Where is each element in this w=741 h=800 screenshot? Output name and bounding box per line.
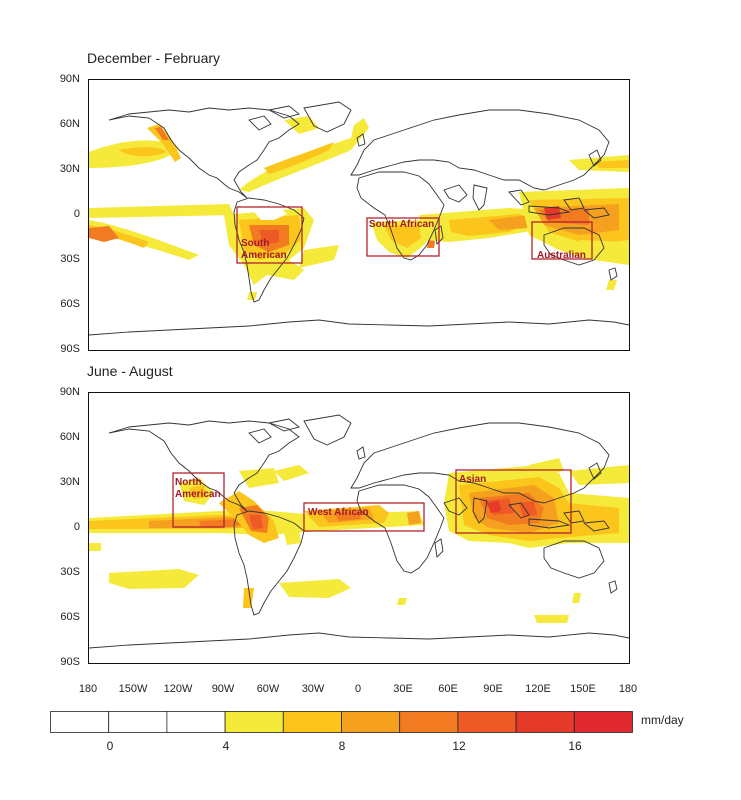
map-djf-svg: South American South African Australian: [89, 101, 629, 336]
region-box-south-african: [366, 217, 440, 257]
lat-label: 0: [73, 208, 80, 220]
lon-label: 60E: [438, 683, 458, 695]
colorbar-cell: [282, 711, 342, 733]
map-jja-svg: North American West African Asian: [89, 414, 629, 649]
colorbar-tick-label: 8: [338, 739, 346, 753]
lat-label: 90S: [60, 343, 80, 355]
region-label-south-american-2: American: [241, 250, 287, 261]
region-label-west-african: West African: [308, 507, 369, 518]
coastlines-jja: [89, 414, 629, 649]
region-label-australian: Australian: [537, 250, 586, 261]
colorbar-cell: [166, 711, 226, 733]
lon-label: 0: [354, 683, 362, 695]
lat-label: 90N: [59, 73, 80, 85]
lat-label: 30N: [59, 476, 80, 488]
region-box-south-american: [236, 206, 303, 264]
region-boxes-djf: [236, 206, 593, 264]
lat-label: 30S: [60, 566, 80, 578]
lon-label: 180: [78, 683, 98, 695]
map-djf: South American South African Australian: [88, 79, 630, 351]
lon-label: 60W: [256, 683, 280, 695]
colorbar-cell: [399, 711, 459, 733]
lat-label: 90S: [60, 656, 80, 668]
lon-label: 30W: [301, 683, 325, 695]
lat-label: 90N: [59, 386, 80, 398]
lat-label: 0: [73, 521, 80, 533]
lat-label: 60N: [59, 118, 80, 130]
colorbar-cell: [457, 711, 517, 733]
colorbar-tick-label: 0: [106, 739, 114, 753]
lat-label: 30N: [59, 163, 80, 175]
lat-label: 60S: [60, 611, 80, 623]
colorbar-cell: [224, 711, 284, 733]
lon-label: 90W: [211, 683, 235, 695]
region-box-asian: [455, 469, 572, 534]
region-box-australian: [531, 221, 593, 260]
region-label-asian: Asian: [459, 474, 486, 485]
colorbar-tick-label: 12: [452, 739, 466, 753]
region-label-north-american-2: American: [175, 489, 221, 500]
region-box-west-african: [303, 502, 425, 532]
lat-label: 60N: [59, 431, 80, 443]
colorbar: [50, 711, 633, 733]
region-boxes-jja: [172, 469, 572, 534]
region-label-south-african: South African: [369, 219, 434, 230]
lon-label: 150W: [118, 683, 148, 695]
region-label-north-american: North: [175, 477, 202, 488]
panel-title-jja: June - August: [87, 363, 173, 379]
colorbar-unit: mm/day: [641, 713, 684, 727]
colorbar-cell: [50, 711, 110, 733]
lat-label: 30S: [60, 253, 80, 265]
lon-label: 120E: [525, 683, 551, 695]
region-box-north-american: [172, 472, 225, 528]
colorbar-tick-label: 16: [568, 739, 582, 753]
lon-label: 150E: [570, 683, 596, 695]
region-label-south-american: South: [241, 238, 269, 249]
precip-field-jja: [89, 458, 629, 623]
lon-label: 120W: [163, 683, 193, 695]
panel-title-djf: December - February: [87, 50, 221, 66]
lon-label: 30E: [393, 683, 413, 695]
lon-label: 90E: [483, 683, 503, 695]
precip-field-djf: [89, 116, 629, 300]
lat-label: 60S: [60, 298, 80, 310]
colorbar-tick-label: 4: [222, 739, 230, 753]
colorbar-cell: [108, 711, 168, 733]
map-jja: North American West African Asian: [88, 392, 630, 664]
colorbar-cell: [573, 711, 633, 733]
lon-label: 180: [618, 683, 638, 695]
colorbar-cell: [515, 711, 575, 733]
colorbar-cell: [341, 711, 401, 733]
coastlines-djf: [89, 101, 629, 336]
